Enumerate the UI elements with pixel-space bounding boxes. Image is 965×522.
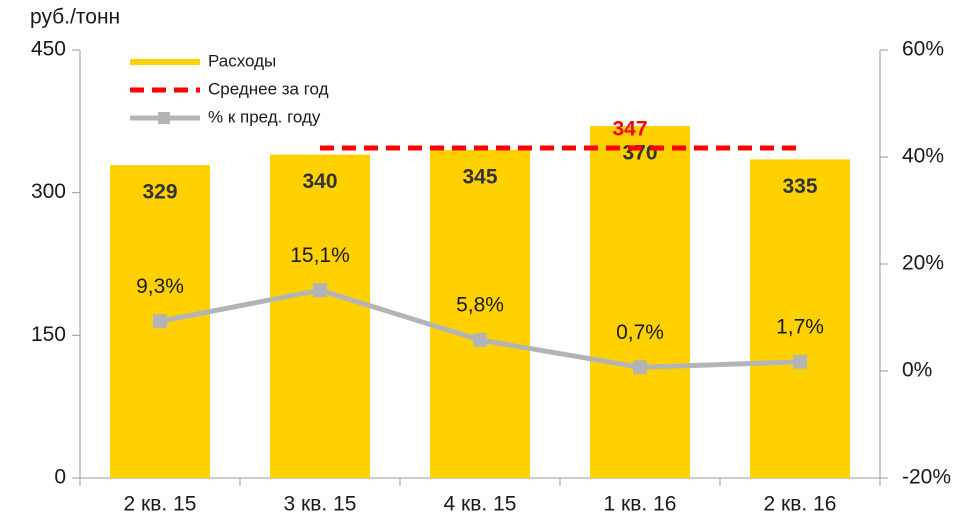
line-marker xyxy=(313,283,327,298)
line-value-label: 5,8% xyxy=(456,294,504,317)
y2-tick-label: 20% xyxy=(902,252,944,275)
x-tick-label: 4 кв. 15 xyxy=(444,493,517,516)
y-tick-label: 300 xyxy=(31,180,66,203)
line-value-label: 0,7% xyxy=(616,321,664,344)
bar xyxy=(750,159,850,478)
y2-tick-label: 40% xyxy=(902,145,944,168)
average-label: 347 xyxy=(612,118,647,141)
x-tick-label: 1 кв. 16 xyxy=(604,493,677,516)
y-axis-label: руб./тонн xyxy=(30,6,120,29)
y2-tick-label: 60% xyxy=(902,38,944,61)
line-marker xyxy=(153,314,167,329)
x-tick-label: 2 кв. 15 xyxy=(124,493,197,516)
y-tick-label: 150 xyxy=(31,323,66,346)
line-marker xyxy=(793,354,807,369)
bar-value-label: 335 xyxy=(782,175,817,198)
legend-label: % к пред. году xyxy=(208,107,321,126)
y2-tick-label: 0% xyxy=(902,359,932,382)
bar-value-label: 329 xyxy=(142,181,177,204)
y-tick-label: 0 xyxy=(54,466,66,489)
legend-label: Среднее за год xyxy=(208,79,329,98)
x-tick-label: 3 кв. 15 xyxy=(284,493,357,516)
line-marker xyxy=(473,332,487,347)
bar xyxy=(430,149,530,478)
x-tick-label: 2 кв. 16 xyxy=(764,493,837,516)
legend-label: Расходы xyxy=(208,51,276,70)
bar-value-label: 345 xyxy=(462,165,497,188)
line-marker xyxy=(633,360,647,375)
bar-value-label: 370 xyxy=(622,142,657,165)
legend-marker xyxy=(158,112,170,124)
line-value-label: 9,3% xyxy=(136,275,184,298)
y2-tick-label: -20% xyxy=(902,466,951,489)
bar-value-label: 340 xyxy=(302,170,337,193)
line-value-label: 15,1% xyxy=(290,244,350,267)
bar xyxy=(270,154,370,478)
bar xyxy=(590,126,690,478)
y-tick-label: 450 xyxy=(31,38,66,61)
line-value-label: 1,7% xyxy=(776,315,824,338)
